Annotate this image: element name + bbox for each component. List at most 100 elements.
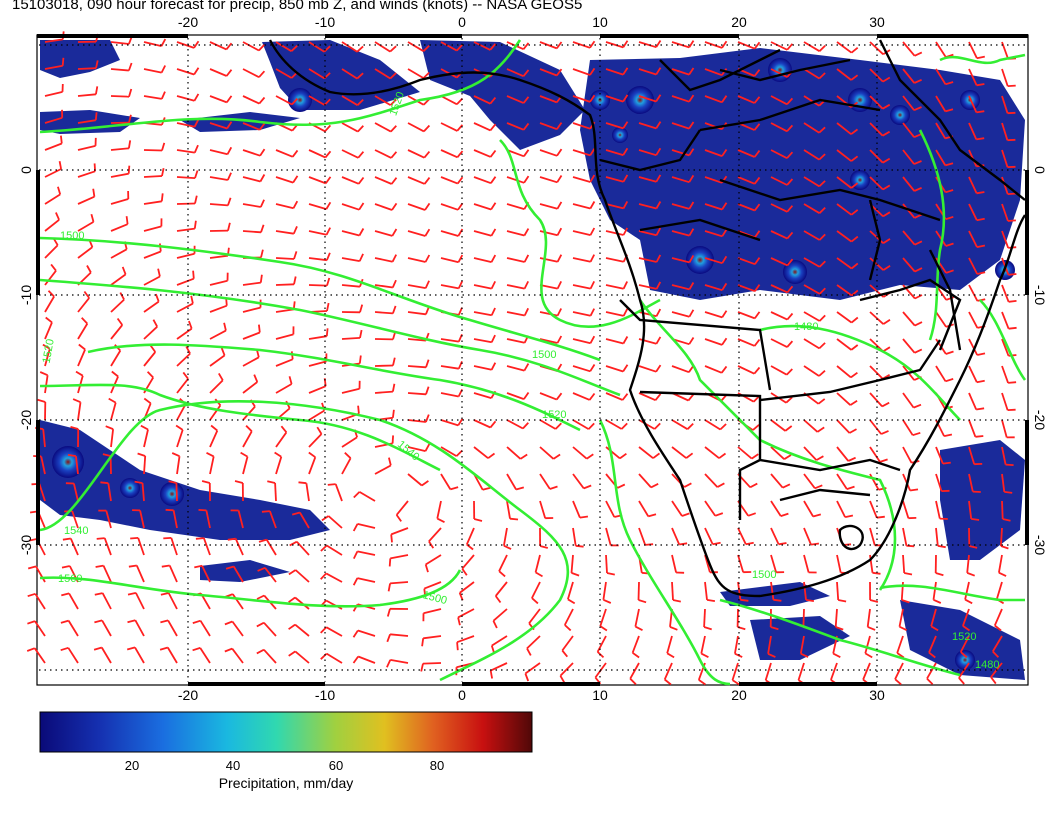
wind-barb — [506, 500, 519, 521]
wind-barb — [770, 338, 794, 348]
wind-barb — [321, 515, 343, 529]
wind-barb — [440, 446, 463, 457]
wind-barb — [836, 392, 858, 406]
wind-barb — [539, 500, 554, 520]
wind-barb — [341, 228, 365, 237]
wind-barb — [968, 446, 983, 466]
wind-barb — [869, 176, 891, 191]
wind-barb — [44, 212, 60, 232]
wind-barb — [605, 227, 629, 236]
wind-barbs-layer — [26, 31, 1017, 686]
wind-barb — [242, 199, 265, 208]
wind-barb — [993, 608, 1003, 632]
wind-barb — [638, 473, 659, 489]
wind-barb — [638, 201, 662, 210]
latitude-labels-left: 0 -10 -20 -30 — [18, 166, 34, 555]
wind-barb — [704, 202, 728, 211]
wind-barb — [902, 257, 923, 273]
wind-barb — [93, 646, 112, 664]
wind-barb — [572, 419, 595, 430]
wind-barb — [224, 620, 244, 637]
wind-barb — [902, 122, 922, 139]
wind-barb — [143, 319, 158, 340]
wind-barb — [209, 95, 233, 104]
wind-barb — [803, 446, 824, 461]
wind-barb — [968, 176, 985, 195]
wind-barb — [110, 190, 130, 205]
wind-barb — [803, 41, 826, 52]
wind-barb — [803, 365, 826, 377]
wind-barb — [704, 446, 727, 459]
wind-barb — [902, 419, 921, 437]
wind-barb — [473, 254, 497, 263]
wind-barb — [143, 91, 166, 100]
wind-barb — [638, 147, 662, 157]
lat-tick-right-2: -10 — [1032, 285, 1048, 305]
wind-barb — [44, 263, 57, 286]
wind-barb — [803, 230, 826, 241]
wind-barb — [935, 149, 954, 167]
wind-barb — [1001, 203, 1016, 222]
colorbar-label: Precipitation, mm/day — [218, 775, 354, 791]
wind-barb — [308, 451, 317, 475]
wind-barb — [869, 68, 891, 83]
wind-barb — [110, 216, 129, 232]
wind-barb — [671, 228, 695, 237]
wind-barb — [731, 662, 740, 686]
wind-barb — [206, 451, 215, 475]
wind-barb — [257, 566, 277, 583]
wind-barb — [836, 365, 858, 379]
wind-barb — [572, 40, 596, 49]
wind-barb — [308, 201, 332, 210]
wind-barb — [320, 544, 343, 556]
wind-barb — [539, 254, 563, 263]
wind-barb — [308, 149, 332, 159]
wind-barb — [386, 607, 409, 617]
lon-tick-bottom-6: 30 — [869, 687, 885, 703]
contour-label-1500-d: 1500 — [752, 569, 776, 581]
wind-barb — [634, 608, 643, 632]
wind-barb — [67, 454, 79, 475]
wind-barb — [570, 554, 580, 577]
wind-barb — [275, 376, 293, 394]
wind-barb — [506, 122, 530, 131]
wind-barb — [1001, 473, 1013, 494]
wind-barb — [539, 280, 563, 290]
wind-barb — [198, 509, 211, 529]
wind-barb — [561, 635, 574, 658]
wind-barb — [275, 200, 299, 210]
wind-barb — [770, 149, 794, 160]
wind-barb — [407, 473, 429, 487]
wind-barb — [308, 41, 331, 53]
wind-barb — [902, 392, 922, 409]
wind-barb — [637, 581, 647, 604]
wind-barb — [704, 337, 728, 346]
wind-barb — [506, 391, 530, 400]
wind-barb — [506, 228, 530, 237]
wind-barb — [737, 338, 761, 347]
wind-barb — [176, 93, 200, 102]
wind-barb — [440, 176, 464, 185]
wind-barb — [60, 619, 79, 637]
wind-barb — [836, 419, 857, 434]
wind-barb — [803, 149, 826, 161]
wind-barb — [209, 197, 232, 207]
wind-barb — [473, 41, 497, 51]
wind-barb — [176, 346, 191, 367]
wind-barb — [737, 554, 752, 574]
wind-barb — [902, 149, 922, 165]
wind-barb — [440, 280, 464, 290]
map-title: 15103018, 090 hour forecast for precip, … — [12, 0, 583, 13]
height-contours-layer — [39, 39, 1027, 686]
wind-barb — [902, 554, 913, 576]
wind-barb — [968, 473, 981, 493]
wind-barb — [572, 67, 596, 76]
wind-barb — [1001, 446, 1014, 466]
wind-barb — [737, 203, 761, 212]
wind-barb — [320, 652, 343, 664]
wind-barb — [638, 392, 662, 402]
wind-barb — [143, 142, 166, 152]
wind-barb — [968, 365, 985, 384]
wind-barb — [506, 473, 525, 491]
wind-barb — [572, 527, 584, 548]
